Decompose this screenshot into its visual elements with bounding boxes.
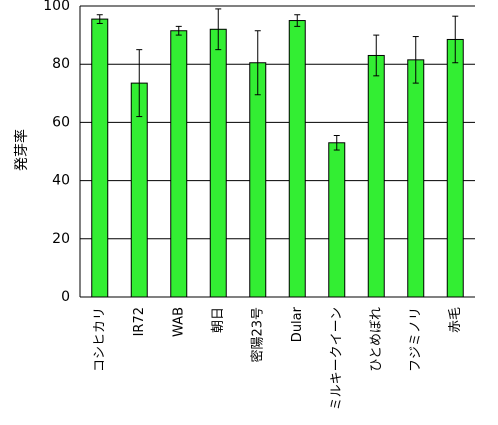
bar <box>249 62 267 298</box>
x-tick-label: コシヒカリ <box>92 307 107 372</box>
y-tick-label: 60 <box>52 114 70 130</box>
bar <box>446 38 464 298</box>
bar <box>328 142 346 298</box>
error-bar <box>412 36 419 84</box>
error-bar <box>96 14 103 24</box>
x-tick-label: Dular <box>290 306 305 342</box>
bar <box>170 30 188 298</box>
bar <box>407 59 425 298</box>
y-tick-label: 40 <box>52 173 70 189</box>
y-axis-label: 発芽率 <box>13 129 30 171</box>
x-tick-label: 赤毛 <box>448 307 463 333</box>
error-bar <box>136 49 143 118</box>
y-tick-label: 80 <box>52 56 70 72</box>
y-tick-label: 0 <box>61 289 70 305</box>
x-tick-label: ひとめぼれ <box>369 307 384 372</box>
error-bar <box>452 15 459 64</box>
error-bar <box>175 25 182 36</box>
error-bar <box>254 30 261 96</box>
error-bar <box>333 134 340 151</box>
error-bar <box>373 34 380 77</box>
bar <box>288 20 306 298</box>
x-tick-label: IR72 <box>132 307 147 336</box>
x-tick-label: 朝日 <box>211 307 226 333</box>
x-tick-label: WAB <box>171 307 186 337</box>
x-tick-label: フジミノリ <box>408 307 423 372</box>
y-tick-label: 100 <box>43 0 70 14</box>
bar <box>367 54 385 298</box>
bar <box>91 18 109 298</box>
y-tick-label: 20 <box>52 231 70 247</box>
bar <box>209 28 227 298</box>
error-bar <box>294 14 301 27</box>
error-bar <box>215 8 222 51</box>
x-tick-label: ミルキークイーン <box>329 307 344 410</box>
x-tick-label: 密陽23号 <box>249 307 265 363</box>
